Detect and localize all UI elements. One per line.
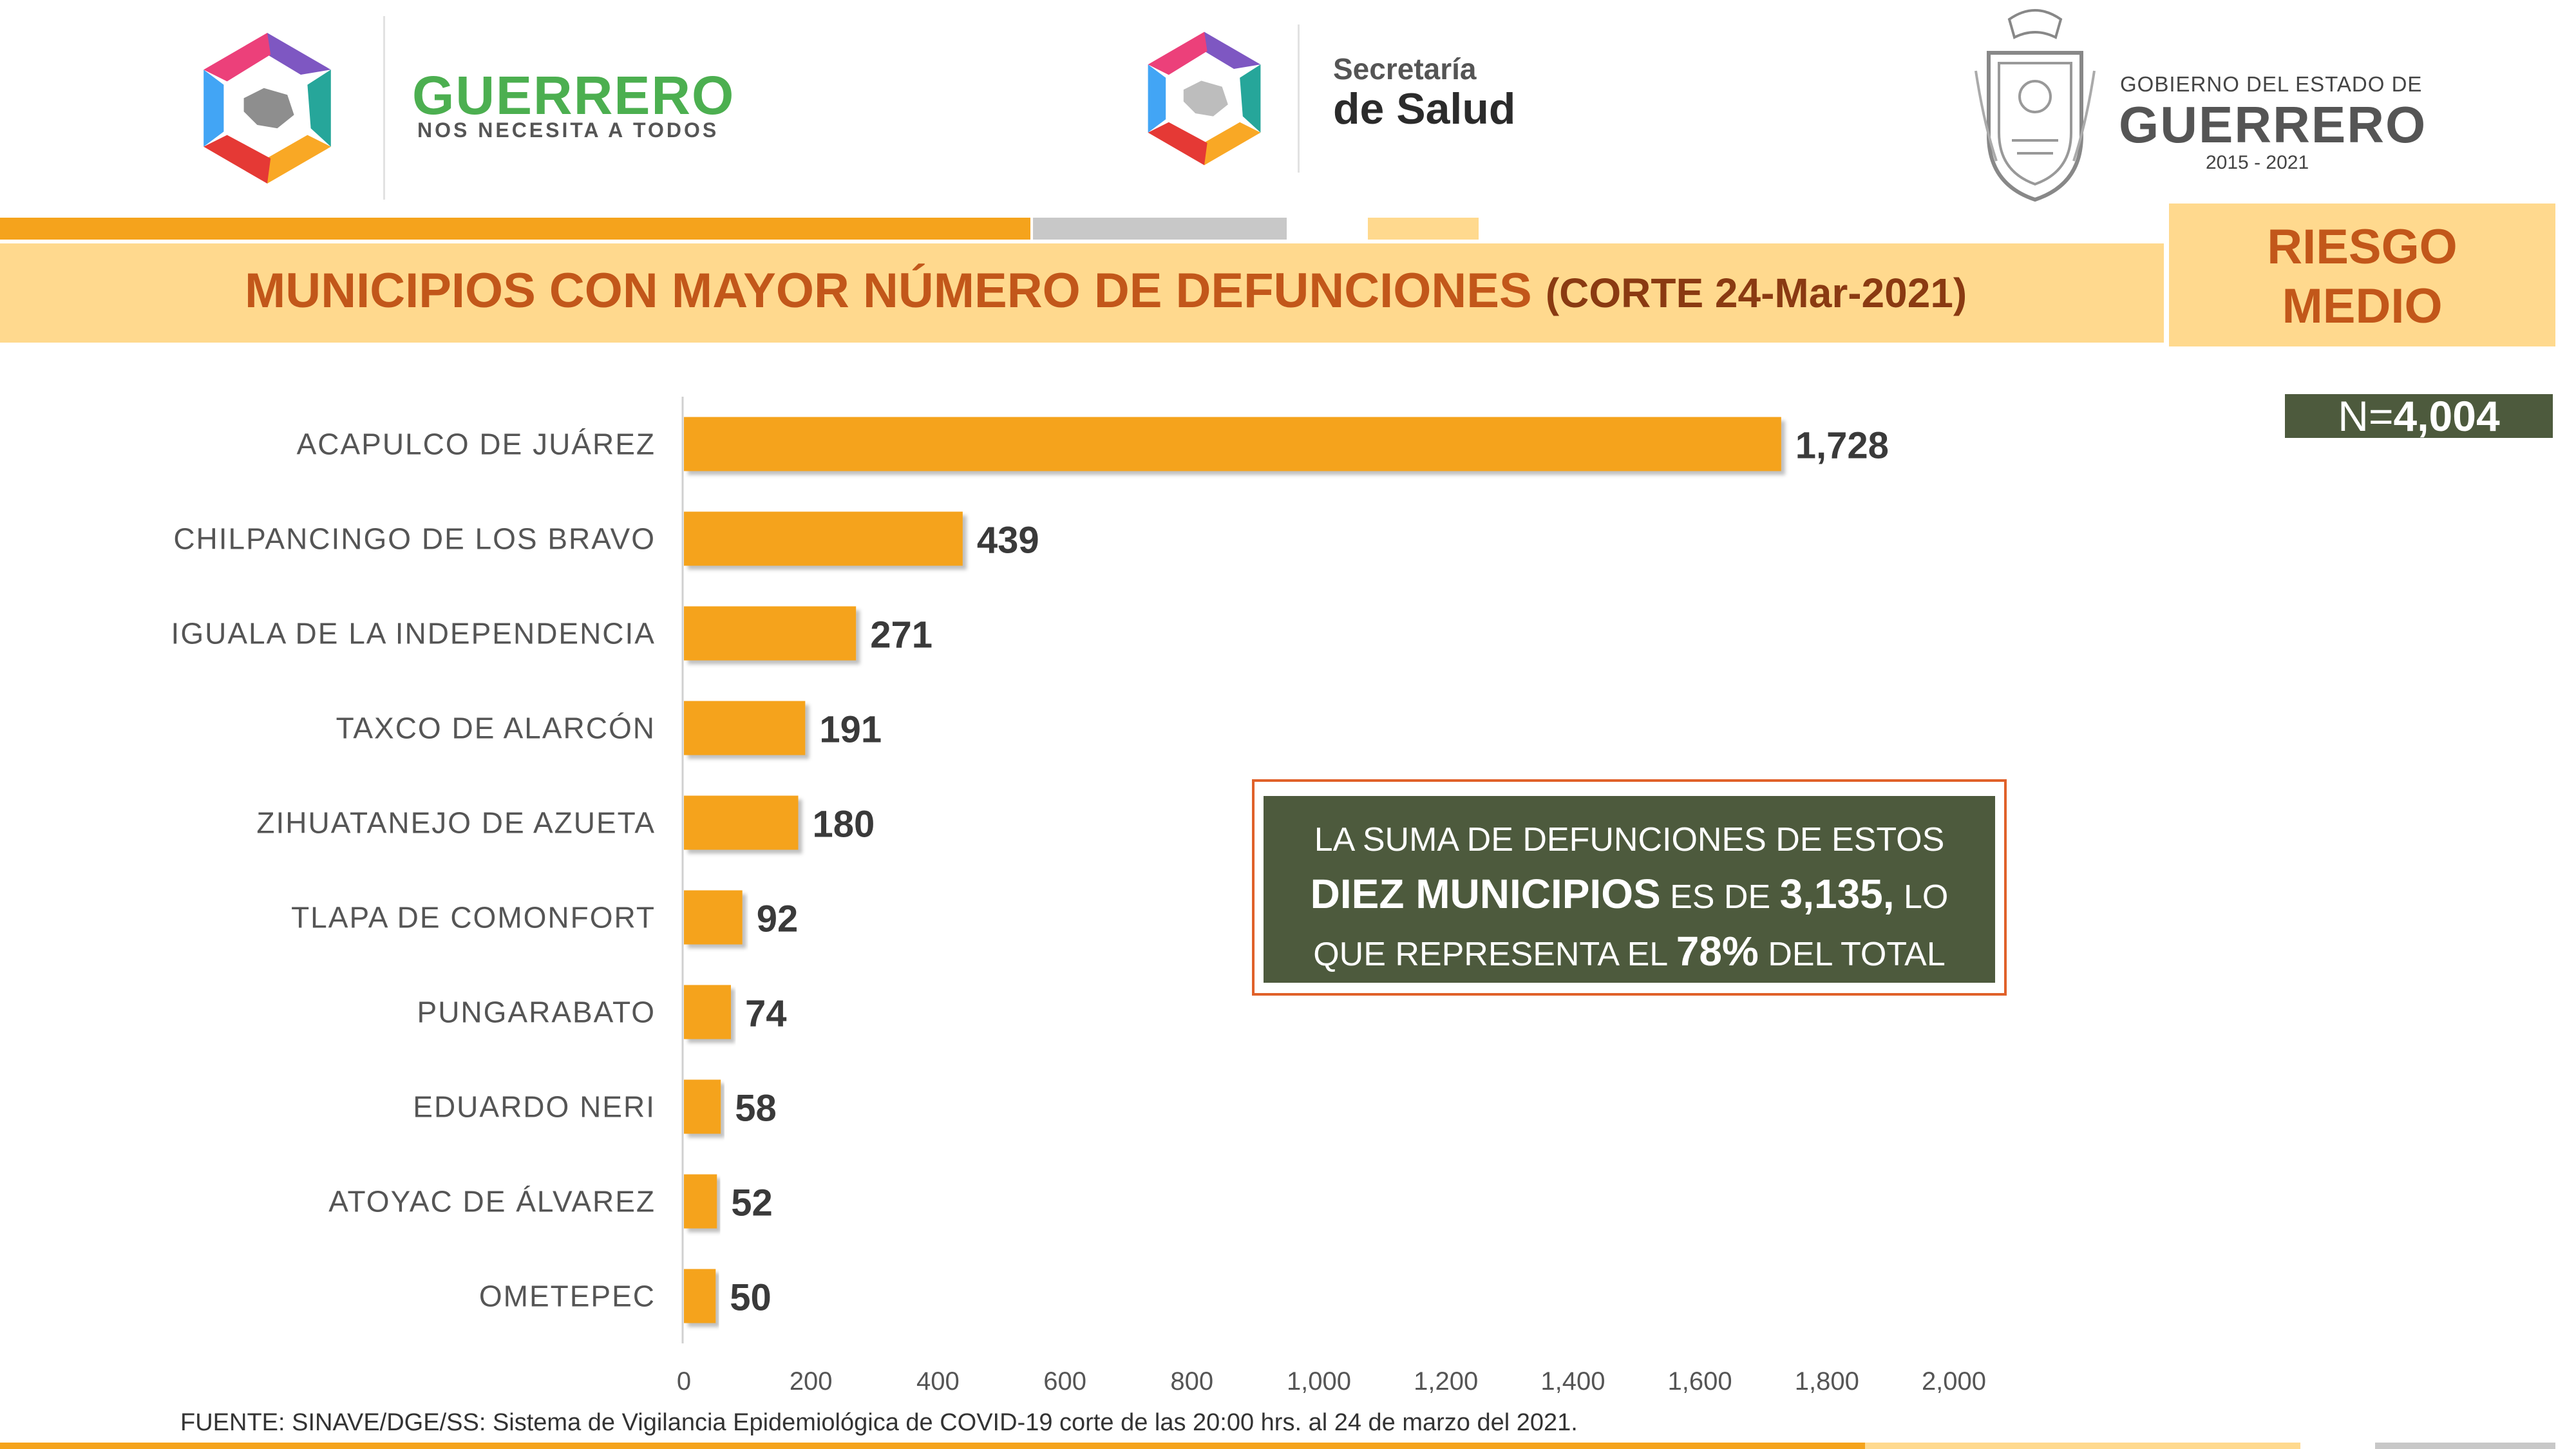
category-label: ACAPULCO DE JUÁREZ <box>297 428 656 461</box>
x-tick-label: 400 <box>916 1367 960 1396</box>
summary-mid: ES DE <box>1660 878 1780 916</box>
x-tick-label: 1,400 <box>1540 1367 1605 1396</box>
bottom-strip-gray <box>2375 1443 2555 1449</box>
category-label: ATOYAC DE ÁLVAREZ <box>328 1185 656 1218</box>
brand-center-line1: Secretaría <box>1333 52 1477 86</box>
category-label: OMETEPEC <box>479 1280 656 1313</box>
summary-percent: 78% <box>1676 928 1759 974</box>
summary-line2: DIEZ MUNICIPIOS ES DE 3,135, LO <box>1264 867 1995 924</box>
summary-line3: QUE REPRESENTA EL 78% DEL TOTAL <box>1264 924 1995 981</box>
brand-right-line3: 2015 - 2021 <box>2206 152 2309 173</box>
page-title: MUNICIPIOS CON MAYOR NÚMERO DE DEFUNCION… <box>245 263 1967 319</box>
title-sub: (CORTE 24-Mar-2021) <box>1545 270 1967 316</box>
bar <box>684 1079 721 1134</box>
top-strip-light <box>1368 218 1479 240</box>
bar <box>684 985 731 1039</box>
value-label: 58 <box>735 1088 777 1130</box>
risk-badge: RIESGO MEDIO <box>2169 204 2555 346</box>
category-label: ZIHUATANEJO DE AZUETA <box>256 806 656 840</box>
top-strip-gray <box>1033 218 1287 240</box>
top-strip-orange <box>0 218 1030 240</box>
bar <box>684 890 743 945</box>
x-tick-label: 600 <box>1043 1367 1086 1396</box>
bottom-strip-orange <box>0 1443 1865 1449</box>
brand-left-name: GUERRERO <box>412 65 735 126</box>
total-badge: N=4,004 <box>2285 394 2553 438</box>
risk-line1: RIESGO <box>2267 220 2458 274</box>
brand-right-line2: GUERRERO <box>2119 96 2427 153</box>
bottom-strip-light <box>1865 1443 2300 1449</box>
value-label: 50 <box>730 1277 772 1319</box>
bar <box>684 1269 716 1323</box>
x-tick-label: 800 <box>1170 1367 1213 1396</box>
source-note: FUENTE: SINAVE/DGE/SS: Sistema de Vigila… <box>180 1409 1578 1436</box>
brand-center-line2: de Salud <box>1333 84 1516 133</box>
summary-sum: 3,135, <box>1779 871 1895 917</box>
category-label: TAXCO DE ALARCÓN <box>336 712 656 745</box>
category-label: PUNGARABATO <box>417 996 656 1029</box>
value-label: 52 <box>731 1182 773 1224</box>
header-divider <box>1298 24 1300 173</box>
risk-line2: MEDIO <box>2282 279 2443 334</box>
x-tick-label: 200 <box>790 1367 833 1396</box>
category-label: EDUARDO NERI <box>413 1090 656 1124</box>
category-label: TLAPA DE COMONFORT <box>291 901 656 934</box>
bar <box>684 795 799 850</box>
x-tick-label: 2,000 <box>1922 1367 1986 1396</box>
summary-box: LA SUMA DE DEFUNCIONES DE ESTOS DIEZ MUN… <box>1264 796 1995 983</box>
guerrero-logo <box>200 29 334 187</box>
value-label: 92 <box>757 898 799 940</box>
summary-end: LO <box>1894 878 1949 916</box>
value-label: 74 <box>745 993 787 1035</box>
x-tick-label: 1,200 <box>1414 1367 1478 1396</box>
header-divider <box>383 16 385 200</box>
brand-right-line1: GOBIERNO DEL ESTADO DE <box>2120 72 2423 96</box>
title-band <box>0 243 2164 343</box>
x-tick-label: 1,600 <box>1668 1367 1732 1396</box>
bar <box>684 701 806 755</box>
value-label: 191 <box>819 709 882 751</box>
bar <box>684 606 857 661</box>
summary-tail: DEL TOTAL <box>1758 936 1946 973</box>
summary-start: QUE REPRESENTA EL <box>1313 936 1676 973</box>
salud-logo <box>1148 32 1261 166</box>
total-value: 4,004 <box>2393 392 2500 440</box>
value-label: 1,728 <box>1795 425 1889 467</box>
state-shield-logo <box>1975 9 2096 202</box>
category-label: CHILPANCINGO DE LOS BRAVO <box>173 522 656 556</box>
total-prefix: N= <box>2338 392 2394 440</box>
value-label: 439 <box>977 520 1039 562</box>
summary-line1: LA SUMA DE DEFUNCIONES DE ESTOS <box>1314 821 1945 858</box>
title-main: MUNICIPIOS CON MAYOR NÚMERO DE DEFUNCION… <box>245 263 1532 318</box>
x-tick-label: 1,000 <box>1287 1367 1351 1396</box>
bar <box>684 1174 717 1229</box>
value-label: 271 <box>870 614 933 656</box>
bar <box>684 511 963 566</box>
bar <box>684 417 1781 471</box>
summary-bold: DIEZ MUNICIPIOS <box>1310 871 1661 917</box>
x-tick-label: 1,800 <box>1795 1367 1859 1396</box>
category-label: IGUALA DE LA INDEPENDENCIA <box>171 617 656 650</box>
value-label: 180 <box>812 804 875 846</box>
x-tick-label: 0 <box>677 1367 691 1396</box>
brand-left-tagline: NOS NECESITA A TODOS <box>417 118 719 142</box>
